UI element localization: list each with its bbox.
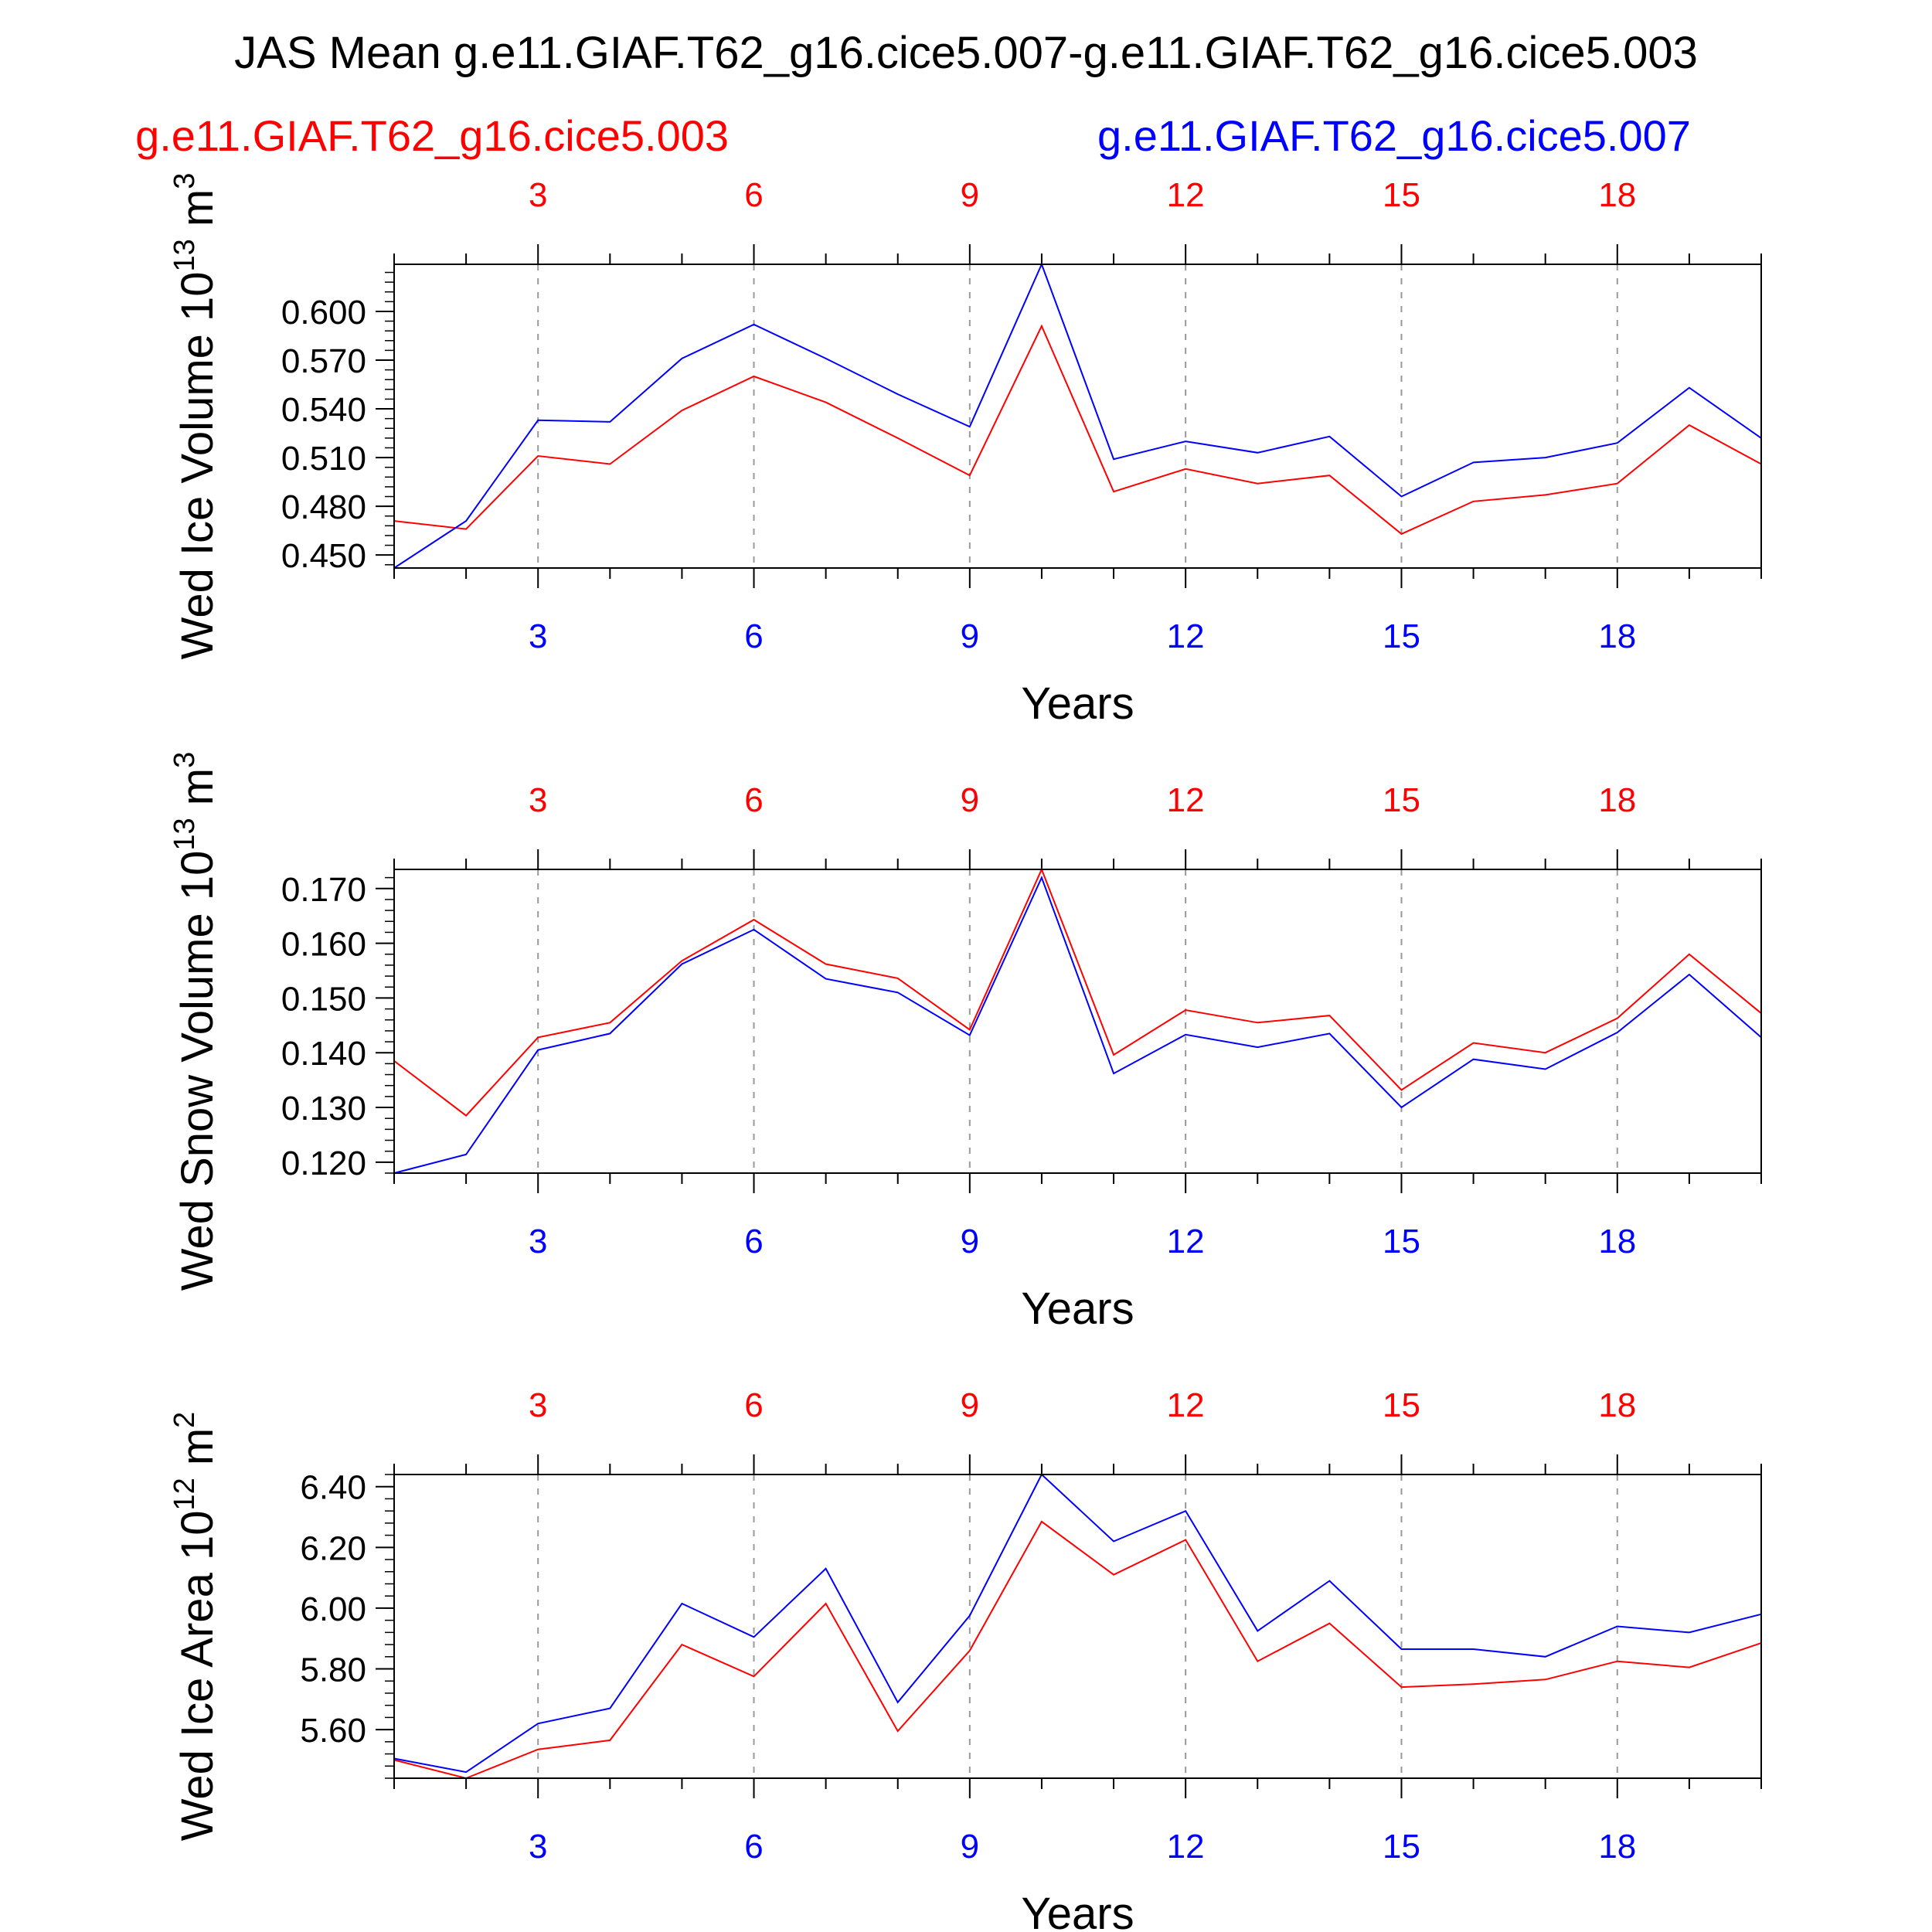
x-tick-label-bottom: 18 [1598,617,1636,655]
plot-frame [393,869,1762,1174]
x-tick-label-bottom: 3 [529,1223,547,1260]
x-tick-label-top: 12 [1167,781,1205,819]
y-axis-label-part: Wed Ice Volume 10 [172,271,223,659]
y-axis-label: Wed Ice Volume 1013 m3 [168,173,223,660]
x-tick-label-top: 15 [1383,781,1420,819]
x-tick-label-top: 15 [1383,176,1420,214]
y-axis-label-part: Wed Ice Area 10 [172,1511,223,1842]
y-axis-label-part: Wed Snow Volume 10 [172,851,223,1291]
y-tick-label: 0.140 [281,1035,366,1073]
x-tick-label-top: 3 [529,176,547,214]
x-tick-label-top: 3 [529,781,547,819]
y-tick-label: 0.450 [281,537,366,575]
x-tick-label-top: 15 [1383,1386,1420,1424]
x-tick-label-bottom: 6 [744,617,763,655]
y-axis-label-part: m [172,1428,223,1478]
y-axis-label: Wed Snow Volume 1013 m3 [168,752,223,1291]
x-tick-label-bottom: 9 [961,617,979,655]
x-tick-label-top: 18 [1598,1386,1636,1424]
figure-title: JAS Mean g.e11.GIAF.T62_g16.cice5.007-g.… [234,28,1698,78]
y-axis-label-part: 12 [168,1478,201,1510]
y-tick-label: 0.170 [281,871,366,909]
y-axis-label-part: 13 [168,239,201,271]
x-axis-label: Years [1021,1889,1134,1932]
y-tick-label: 5.60 [300,1712,366,1750]
x-tick-label-bottom: 15 [1383,1223,1420,1260]
x-tick-label-top: 9 [961,176,979,214]
y-axis-label-part: 2 [168,1412,201,1428]
legend-label-blue: g.e11.GIAF.T62_g16.cice5.007 [1097,111,1691,160]
x-axis-label: Years [1021,1284,1134,1334]
y-axis-label-part: 3 [168,752,201,768]
series-line-red [393,867,1762,1117]
x-tick-label-bottom: 15 [1383,617,1420,655]
x-tick-label-bottom: 12 [1167,1223,1205,1260]
panel-3: 5.60 5.80 6.00 6.20 6.40 3 3 6 6 9 9 12 12 15 15 18 18 Ye… [168,1386,1762,1932]
series-line-blue [393,1473,1762,1774]
y-tick-label: 5.80 [300,1651,366,1689]
x-tick-label-bottom: 15 [1383,1828,1420,1866]
x-tick-label-top: 12 [1167,1386,1205,1424]
x-tick-label-bottom: 12 [1167,617,1205,655]
legend-label-red: g.e11.GIAF.T62_g16.cice5.003 [135,111,729,160]
y-tick-label: 6.20 [300,1529,366,1567]
x-tick-label-top: 6 [744,176,763,214]
plot-frame [393,264,1762,569]
y-tick-label: 6.00 [300,1590,366,1628]
y-axis-label-part: 13 [168,818,201,850]
x-tick-label-bottom: 12 [1167,1828,1205,1866]
x-tick-label-bottom: 9 [961,1828,979,1866]
x-tick-label-top: 9 [961,1386,979,1424]
x-tick-label-bottom: 6 [744,1223,763,1260]
panel-1: 0.450 0.480 0.510 0.540 0.570 0.600 3 3 6 6 9 9 12 12… [168,173,1762,729]
y-tick-label: 0.600 [281,294,366,332]
x-tick-label-bottom: 6 [744,1828,763,1866]
x-tick-label-top: 18 [1598,176,1636,214]
x-tick-label-bottom: 3 [529,1828,547,1866]
x-tick-label-top: 6 [744,781,763,819]
y-axis-label: Wed Ice Area 1012 m2 [168,1412,223,1842]
series-line-blue [393,262,1762,569]
y-tick-label: 6.40 [300,1469,366,1507]
y-axis-label-part: m [172,768,223,818]
plot-frame [393,1474,1762,1779]
x-tick-label-bottom: 18 [1598,1223,1636,1260]
y-tick-label: 0.510 [281,440,366,478]
y-tick-label: 0.120 [281,1145,366,1182]
y-tick-label: 0.160 [281,926,366,964]
series-line-blue [393,875,1762,1174]
y-tick-label: 0.150 [281,980,366,1018]
x-tick-label-bottom: 3 [529,617,547,655]
x-tick-label-top: 12 [1167,176,1205,214]
y-tick-label: 0.540 [281,391,366,429]
y-axis-label-part: 3 [168,173,201,189]
y-tick-label: 0.480 [281,488,366,526]
y-tick-label: 0.570 [281,342,366,380]
y-tick-label: 0.130 [281,1090,366,1128]
x-tick-label-top: 9 [961,781,979,819]
x-tick-label-top: 3 [529,1386,547,1424]
x-axis-label: Years [1021,679,1134,729]
x-tick-label-top: 6 [744,1386,763,1424]
panel-2: 0.120 0.130 0.140 0.150 0.160 0.170 3 3 6 6 9 9 12 12… [168,752,1762,1334]
x-tick-label-bottom: 9 [961,1223,979,1260]
series-line-red [393,324,1762,536]
y-axis-label-part: m [172,189,223,239]
series-line-red [393,1520,1762,1780]
x-tick-label-bottom: 18 [1598,1828,1636,1866]
x-tick-label-top: 18 [1598,781,1636,819]
